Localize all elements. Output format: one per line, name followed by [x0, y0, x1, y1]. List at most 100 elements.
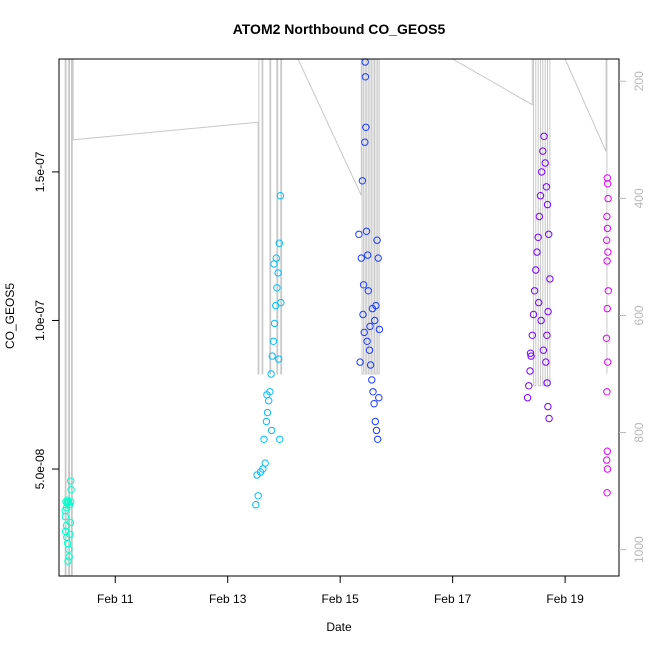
x-tick-label: Feb 19	[546, 592, 584, 606]
data-point	[603, 236, 611, 244]
series-1	[61, 477, 75, 565]
data-point	[363, 337, 371, 345]
data-point	[603, 388, 611, 396]
data-point	[355, 230, 363, 239]
data-point	[530, 287, 539, 295]
data-point	[536, 192, 545, 200]
x-axis: Feb 11 Feb 13 Feb 15 Feb 17 Feb 19	[97, 576, 584, 606]
y-tick-label: 5.0e-08	[33, 448, 47, 489]
data-point	[65, 545, 73, 553]
data-point	[65, 553, 73, 561]
data-point	[527, 352, 535, 360]
x-tick-label: Feb 15	[321, 592, 359, 606]
data-point	[66, 518, 75, 527]
data-point	[604, 194, 612, 203]
data-point	[63, 496, 72, 504]
data-point	[525, 382, 533, 390]
data-point	[275, 355, 283, 363]
y-right-tick-label: 400	[632, 188, 646, 208]
data-point	[371, 417, 379, 426]
x-axis-label: Date	[326, 620, 352, 634]
data-point	[604, 358, 612, 366]
series-2	[252, 192, 285, 509]
data-point	[267, 426, 276, 435]
y-tick-label: 1.5e-07	[33, 151, 47, 192]
data-point	[375, 325, 384, 334]
data-point	[545, 414, 553, 423]
data-point	[368, 376, 376, 384]
data-point	[543, 379, 551, 387]
data-point	[276, 192, 285, 200]
x-tick-label: Feb 17	[434, 592, 472, 606]
data-point	[263, 391, 271, 399]
data-point	[362, 227, 371, 236]
x-tick-label: Feb 13	[209, 592, 247, 606]
data-point	[372, 426, 381, 435]
plot-frame	[58, 58, 620, 577]
data-point	[358, 177, 367, 185]
data-point	[262, 417, 271, 426]
data-point	[542, 183, 551, 191]
data-point	[359, 281, 368, 289]
y-tick-label: 1.0e-07	[33, 300, 47, 341]
data-point	[252, 501, 260, 509]
data-point	[67, 498, 75, 506]
data-point	[254, 492, 262, 500]
data-point	[603, 447, 611, 455]
altitude-profile	[64, 58, 608, 577]
data-point	[603, 456, 611, 464]
data-point	[535, 298, 543, 307]
data-point	[526, 349, 535, 357]
data-point	[544, 402, 552, 411]
data-point	[272, 254, 280, 262]
data-point	[366, 361, 375, 369]
data-point	[270, 319, 279, 328]
profile-line	[64, 58, 608, 577]
data-point	[273, 284, 281, 292]
data-point	[540, 132, 548, 141]
data-point	[603, 465, 612, 473]
data-point	[603, 304, 611, 313]
data-point	[543, 200, 552, 209]
data-points	[61, 58, 612, 565]
data-point	[361, 138, 369, 146]
data-point	[375, 394, 383, 402]
data-point	[362, 123, 370, 132]
data-point	[535, 212, 543, 221]
data-point	[276, 435, 284, 443]
data-point	[64, 557, 72, 565]
data-point	[369, 388, 377, 396]
x-tick-label: Feb 11	[97, 592, 134, 606]
data-point	[528, 331, 536, 339]
data-point	[61, 506, 69, 515]
y-right-tick-label: 1000	[632, 536, 646, 563]
data-point	[364, 287, 372, 295]
data-point	[356, 358, 364, 366]
data-point	[539, 147, 547, 155]
series-3	[355, 58, 384, 443]
data-point	[603, 212, 611, 221]
data-point	[602, 334, 611, 342]
data-point	[534, 233, 542, 242]
data-point	[269, 337, 278, 345]
data-point	[541, 159, 549, 167]
data-point	[361, 73, 370, 81]
data-point	[366, 322, 374, 331]
data-point	[533, 248, 541, 256]
data-point	[526, 367, 534, 375]
data-point	[277, 298, 285, 307]
data-point	[275, 239, 283, 247]
data-point	[542, 358, 550, 366]
data-point	[372, 301, 380, 310]
y-right-tick-label: 600	[632, 305, 646, 325]
data-point	[603, 224, 612, 233]
data-point	[260, 435, 268, 443]
data-point	[268, 352, 276, 360]
y-axis: 5.0e-08 1.0e-07 1.5e-07	[33, 151, 59, 489]
data-point	[543, 331, 551, 339]
data-point	[546, 275, 554, 283]
data-point	[604, 180, 612, 188]
data-point	[545, 230, 553, 239]
data-point	[365, 346, 374, 354]
